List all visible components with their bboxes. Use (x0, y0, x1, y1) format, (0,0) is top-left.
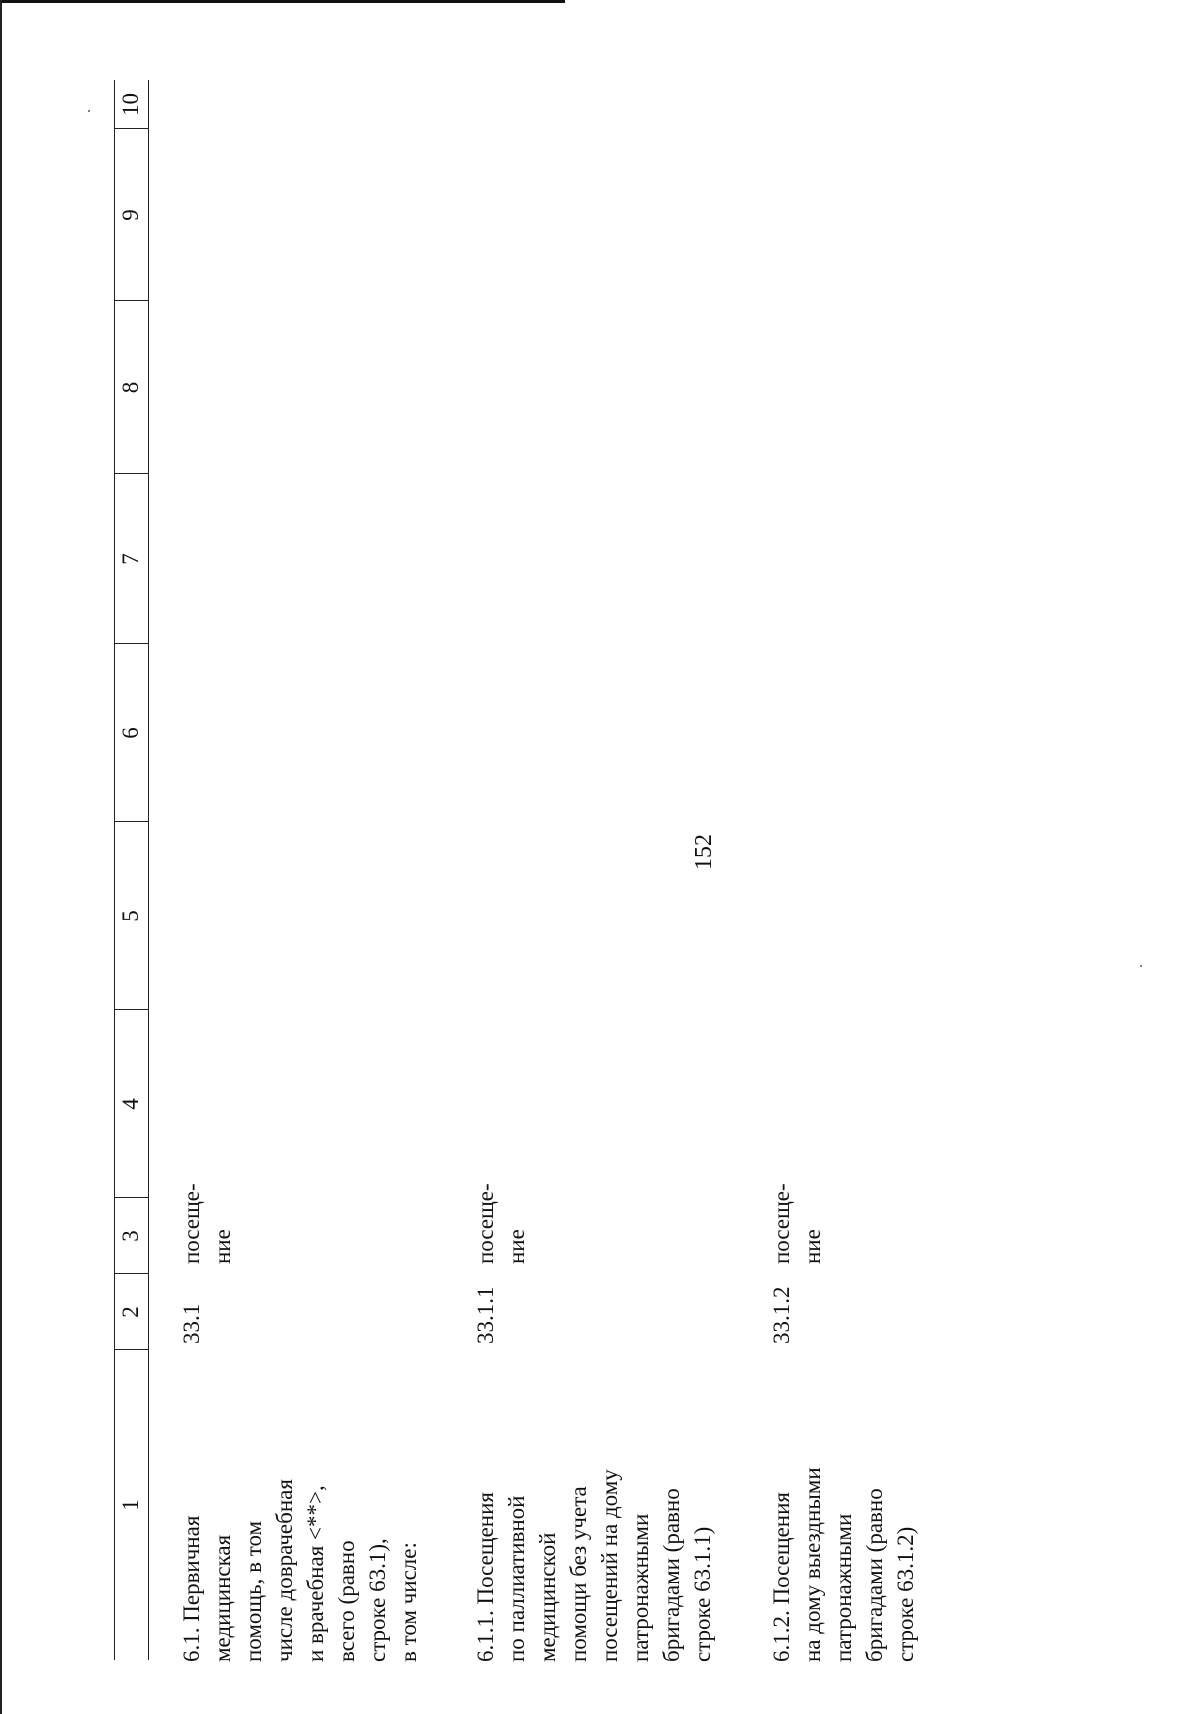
scan-top-edge (0, 0, 565, 3)
row-unit: посеще- ние (179, 1183, 235, 1264)
scan-left-edge (0, 0, 2, 1714)
scan-speck (1140, 965, 1142, 967)
row-name: 6.1. Первичная медицинская помощь, в том… (179, 1479, 421, 1662)
row-code: 33.1.1 (473, 1286, 498, 1345)
row-name: 6.1.2. Посещения на дому выездными патро… (769, 1467, 918, 1662)
row-code: 33.1 (179, 1303, 204, 1344)
row-unit: посеще- ние (769, 1183, 825, 1264)
row-unit: посеще- ние (473, 1183, 529, 1264)
row-code: 33.1.2 (769, 1286, 794, 1345)
scan-speck (88, 110, 90, 112)
row-name: 6.1.1. Посещения по паллиативной медицин… (473, 1469, 715, 1662)
